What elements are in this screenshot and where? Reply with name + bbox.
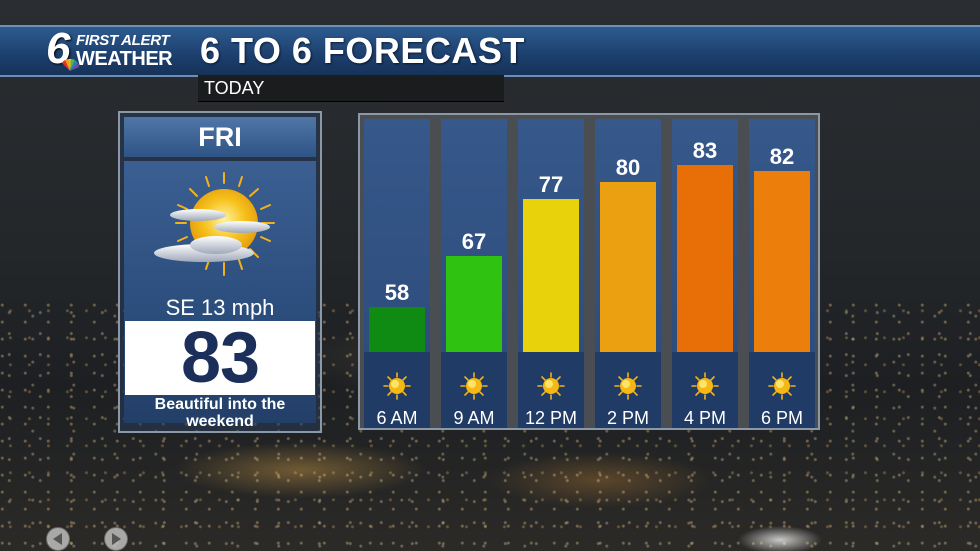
partly-cloudy-sun-icon — [154, 172, 275, 276]
subheader-label: TODAY — [204, 78, 265, 98]
sun-icon — [383, 372, 411, 400]
day-label: FRI — [198, 122, 242, 152]
sun-icon — [768, 372, 796, 400]
temp-bar — [523, 199, 579, 352]
prev-button[interactable] — [46, 527, 70, 551]
temp-value: 58 — [384, 280, 410, 305]
subheader-bar: TODAY — [198, 75, 504, 102]
hour-column: 58 6 AM — [364, 119, 430, 428]
hourly-chart: 58 6 AM 67 9 AM 77 12 PM 80 2 PM 83 4 PM 82 6 PM — [358, 113, 820, 430]
temp-bar — [600, 182, 656, 352]
hour-column: 82 6 PM — [749, 119, 815, 428]
time-label: 6 AM — [376, 408, 418, 428]
time-label: 4 PM — [683, 408, 726, 428]
time-label: 9 AM — [453, 408, 495, 428]
arrow-left-icon — [53, 533, 62, 545]
temp-value: 82 — [769, 144, 795, 169]
temp-value: 67 — [461, 229, 487, 254]
day-header: FRI — [124, 117, 316, 157]
hour-column: 67 9 AM — [441, 119, 507, 428]
header-bar: 6 FIRST ALERT WEATHER 6 TO 6 FORECAST — [0, 25, 980, 77]
sun-icon — [460, 372, 488, 400]
time-label: 6 PM — [760, 408, 803, 428]
wind-text: SE 13 mph — [165, 295, 275, 320]
peacock-icon — [62, 59, 80, 71]
temp-bar — [677, 165, 733, 352]
sun-icon — [691, 372, 719, 400]
forecast-description: Beautiful into the weekend — [154, 396, 286, 430]
page-title: 6 TO 6 FORECAST — [200, 30, 525, 71]
arrow-right-icon — [112, 533, 121, 545]
temp-value: 80 — [615, 155, 641, 180]
logo-first-alert: FIRST ALERT — [76, 32, 170, 49]
temp-value: 83 — [692, 138, 718, 163]
temp-value: 77 — [538, 172, 564, 197]
station-logo: 6 FIRST ALERT WEATHER — [42, 27, 192, 73]
sun-icon — [614, 372, 642, 400]
temp-bar — [754, 171, 810, 352]
hour-column: 77 12 PM — [518, 119, 584, 428]
hour-column: 80 2 PM — [595, 119, 661, 428]
high-temp-box: 83 — [125, 321, 315, 395]
day-card: FRI — [118, 111, 322, 433]
temp-bar — [446, 256, 502, 352]
hour-column: 83 4 PM — [672, 119, 738, 428]
temp-bar — [369, 307, 425, 352]
next-button[interactable] — [104, 527, 128, 551]
high-temp: 83 — [180, 318, 260, 398]
sun-icon — [537, 372, 565, 400]
time-label: 2 PM — [606, 408, 649, 428]
logo-weather: WEATHER — [76, 48, 173, 70]
time-label: 12 PM — [524, 408, 578, 428]
